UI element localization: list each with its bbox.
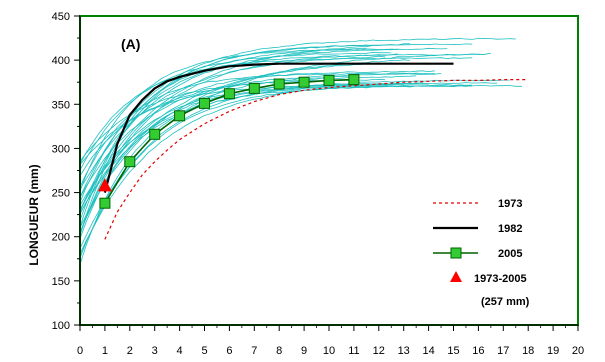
y-tick-label: 200 (52, 232, 70, 244)
x-tick-label: 18 (522, 345, 534, 357)
x-tick-label: 3 (152, 345, 158, 357)
x-tick-label: 12 (373, 345, 385, 357)
x-tick-label: 15 (447, 345, 459, 357)
x-tick-label: 6 (226, 345, 232, 357)
individual-curve (79, 83, 404, 177)
y-tick-label: 300 (52, 143, 70, 155)
legend-note-257mm: (257 mm) (481, 296, 530, 308)
point-1973-2005 (97, 178, 112, 192)
axes-layer (74, 15, 579, 331)
x-tick-label: 5 (201, 345, 207, 357)
legend-swatch-1973-2005 (450, 271, 462, 282)
y-axis-title: LONGUEUR (mm) (27, 164, 41, 265)
x-tick-label: 14 (422, 345, 434, 357)
marker-2005 (223, 88, 235, 100)
individual-curve (79, 53, 485, 227)
series-layer (97, 62, 529, 240)
panel-label: (A) (121, 36, 140, 52)
series-line-1973 (104, 78, 529, 240)
individual-curve (79, 84, 473, 258)
y-tick-label: 150 (52, 276, 70, 288)
y-tick-label: 250 (52, 188, 70, 200)
x-tick-label: 10 (323, 345, 335, 357)
individual-growth-curves (79, 37, 522, 265)
x-tick-label: 1 (102, 345, 108, 357)
y-tick-label: 450 (52, 11, 70, 23)
individual-curve (79, 70, 435, 236)
individual-curve (79, 37, 516, 203)
x-tick-label: 2 (127, 345, 133, 357)
individual-curve (79, 52, 392, 171)
legend-label-1982: 1982 (498, 223, 522, 235)
x-tick-label: 8 (276, 345, 282, 357)
x-tick-label: 19 (547, 345, 559, 357)
legend-label-1973-2005: 1973-2005 (474, 273, 527, 285)
individual-curve (79, 82, 423, 255)
x-tick-label: 4 (177, 345, 183, 357)
individual-curve (79, 79, 510, 258)
legend: 1973 1982 2005 1973-2005 (257 mm) (433, 198, 530, 308)
marker-2005 (199, 97, 210, 109)
individual-curve (79, 48, 398, 192)
legend-label-2005: 2005 (498, 248, 522, 260)
marker-2005 (124, 156, 136, 168)
x-tick-label: 11 (348, 345, 359, 357)
marker-2005 (99, 197, 111, 209)
marker-2005 (348, 74, 360, 86)
y-tick-label: 400 (52, 55, 70, 67)
x-tick-label: 13 (398, 345, 410, 357)
marker-2005 (149, 128, 161, 140)
marker-2005 (248, 82, 260, 94)
marker-2005 (298, 76, 310, 88)
series-line-1982 (103, 62, 454, 193)
individual-curve (79, 82, 498, 211)
individual-curve (79, 72, 435, 188)
marker-2005 (273, 78, 285, 90)
x-tick-label: 9 (301, 345, 307, 357)
x-tick-label: 0 (77, 345, 83, 357)
marker-2005 (323, 74, 335, 86)
legend-label-1973: 1973 (498, 198, 522, 210)
x-tick-label: 16 (472, 345, 484, 357)
legend-swatch-2005-marker (450, 247, 462, 259)
individual-curve (79, 73, 442, 198)
individual-curve (79, 55, 386, 190)
y-tick-label: 350 (52, 99, 70, 111)
x-tick-label: 20 (572, 345, 584, 357)
x-tick-label: 17 (497, 345, 509, 357)
tick-labels: 0 1 2 3 4 5 6 7 8 9 10 11 12 13 14 15 16 17 18 19 2010015020… (52, 11, 584, 357)
marker-2005 (174, 110, 186, 122)
x-tick-label: 7 (251, 345, 257, 357)
individual-curve (79, 84, 473, 239)
y-tick-label: 100 (52, 320, 70, 332)
